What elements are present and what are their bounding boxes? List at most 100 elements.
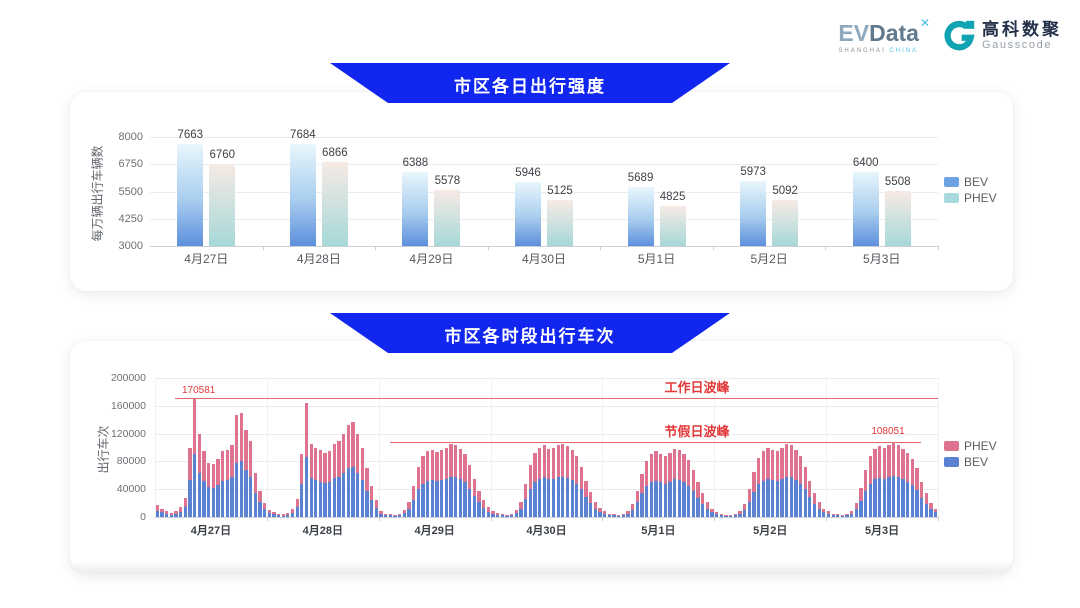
chart2-bar-bev-5月1日-h6[interactable] bbox=[631, 510, 635, 517]
chart2-bar-bev-5月2日-h10[interactable] bbox=[761, 480, 765, 517]
chart2-bar-phev-4月27日-h17[interactable] bbox=[234, 414, 239, 463]
chart2-bar-phev-5月3日-h6[interactable] bbox=[854, 503, 859, 510]
chart2-bar-bev-5月2日-h14[interactable] bbox=[780, 478, 784, 517]
chart2-bar-bev-4月27日-h15[interactable] bbox=[225, 480, 229, 517]
chart2-bar-bev-4月30日-h14[interactable] bbox=[556, 477, 560, 517]
chart2-bar-bev-5月1日-h5[interactable] bbox=[626, 513, 630, 517]
chart2-bar-phev-4月30日-h0[interactable] bbox=[491, 510, 495, 514]
chart2-bar-bev-4月29日-h16[interactable] bbox=[453, 477, 458, 517]
chart2-bar-bev-5月1日-h0[interactable] bbox=[603, 513, 607, 517]
chart2-bar-bev-5月1日-h20[interactable] bbox=[696, 497, 700, 517]
chart2-bar-phev-5月2日-h2[interactable] bbox=[724, 514, 728, 516]
chart2-bar-phev-5月1日-h14[interactable] bbox=[668, 453, 672, 482]
chart2-bar-phev-4月30日-h5[interactable] bbox=[514, 510, 518, 514]
chart2-bar-phev-4月27日-h2[interactable] bbox=[165, 510, 169, 514]
chart2-bar-bev-4月30日-h18[interactable] bbox=[575, 483, 579, 517]
chart2-bar-phev-4月29日-h20[interactable] bbox=[472, 478, 476, 497]
chart1-bar-phev-5月3日[interactable] bbox=[884, 191, 911, 246]
chart2-bar-bev-5月1日-h3[interactable] bbox=[617, 515, 621, 517]
chart2-bar-bev-5月2日-h0[interactable] bbox=[714, 514, 719, 517]
chart2-bar-phev-4月27日-h21[interactable] bbox=[253, 473, 257, 494]
chart2-bar-bev-4月29日-h11[interactable] bbox=[430, 480, 434, 517]
chart2-bar-phev-4月30日-h10[interactable] bbox=[537, 447, 542, 479]
chart2-bar-phev-4月28日-h22[interactable] bbox=[370, 485, 374, 501]
chart2-bar-phev-4月28日-h12[interactable] bbox=[323, 453, 327, 483]
chart2-bar-bev-4月28日-h10[interactable] bbox=[314, 480, 318, 517]
chart2-legend-marker-phev[interactable] bbox=[944, 441, 959, 451]
chart2-bar-phev-5月1日-h23[interactable] bbox=[710, 508, 714, 513]
chart2-bar-phev-5月2日-h11[interactable] bbox=[766, 447, 770, 479]
chart2-bar-phev-5月1日-h16[interactable] bbox=[677, 450, 681, 481]
chart2-bar-phev-5月1日-h13[interactable] bbox=[663, 455, 667, 484]
chart2-bar-bev-5月2日-h4[interactable] bbox=[733, 515, 737, 517]
chart2-bar-bev-5月3日-h19[interactable] bbox=[915, 489, 919, 517]
chart2-bar-phev-4月29日-h2[interactable] bbox=[388, 514, 393, 516]
chart2-bar-phev-5月3日-h21[interactable] bbox=[924, 493, 928, 504]
chart2-bar-bev-5月3日-h2[interactable] bbox=[836, 515, 840, 517]
chart2-bar-bev-5月3日-h0[interactable] bbox=[826, 513, 831, 517]
chart2-bar-bev-5月1日-h14[interactable] bbox=[668, 481, 672, 517]
chart2-legend-marker-bev[interactable] bbox=[944, 457, 959, 467]
chart2-bar-bev-4月28日-h1[interactable] bbox=[272, 514, 276, 517]
chart2-bar-phev-5月3日-h3[interactable] bbox=[840, 514, 845, 516]
chart2-bar-phev-5月2日-h14[interactable] bbox=[780, 447, 784, 479]
chart2-bar-phev-5月3日-h5[interactable] bbox=[850, 510, 854, 514]
chart2-bar-bev-5月2日-h9[interactable] bbox=[756, 484, 761, 517]
chart2-bar-phev-4月29日-h6[interactable] bbox=[407, 501, 411, 509]
chart2-bar-bev-5月3日-h10[interactable] bbox=[873, 479, 877, 517]
chart2-bar-bev-5月3日-h12[interactable] bbox=[882, 478, 887, 517]
chart2-bar-phev-4月30日-h3[interactable] bbox=[505, 514, 509, 516]
chart2-bar-phev-4月27日-h15[interactable] bbox=[225, 450, 229, 481]
chart2-bar-bev-4月29日-h0[interactable] bbox=[379, 513, 383, 517]
chart2-bar-phev-4月27日-h9[interactable] bbox=[197, 434, 201, 474]
chart2-bar-phev-4月30日-h4[interactable] bbox=[509, 513, 514, 516]
chart2-legend-label-bev[interactable]: BEV bbox=[964, 455, 989, 469]
chart2-bar-bev-4月28日-h23[interactable] bbox=[374, 507, 379, 517]
chart2-bar-phev-5月1日-h6[interactable] bbox=[631, 504, 635, 511]
chart2-bar-bev-5月2日-h23[interactable] bbox=[822, 512, 826, 517]
chart2-bar-phev-5月1日-h4[interactable] bbox=[621, 513, 626, 516]
chart2-bar-phev-4月29日-h7[interactable] bbox=[412, 485, 416, 500]
chart2-bar-phev-5月2日-h16[interactable] bbox=[789, 445, 793, 478]
chart2-bar-bev-4月29日-h10[interactable] bbox=[426, 480, 430, 517]
chart2-bar-phev-5月3日-h0[interactable] bbox=[826, 511, 831, 514]
chart2-bar-phev-4月27日-h7[interactable] bbox=[188, 447, 192, 481]
chart2-bar-bev-5月3日-h16[interactable] bbox=[901, 479, 905, 517]
chart2-bar-phev-5月1日-h19[interactable] bbox=[691, 470, 695, 492]
chart2-bar-phev-4月27日-h3[interactable] bbox=[169, 512, 173, 515]
chart2-bar-bev-4月30日-h1[interactable] bbox=[495, 514, 500, 517]
chart2-bar-bev-4月27日-h17[interactable] bbox=[234, 462, 239, 517]
chart2-bar-phev-5月3日-h10[interactable] bbox=[873, 448, 877, 480]
chart1-bar-phev-4月28日[interactable] bbox=[321, 161, 348, 246]
chart1-legend-label-bev[interactable]: BEV bbox=[964, 175, 989, 189]
chart2-bar-bev-5月2日-h20[interactable] bbox=[808, 496, 812, 517]
chart2-bar-bev-4月28日-h20[interactable] bbox=[360, 480, 365, 517]
chart2-bar-bev-4月30日-h21[interactable] bbox=[589, 503, 593, 517]
chart2-bar-phev-4月28日-h3[interactable] bbox=[281, 514, 285, 516]
chart2-bar-phev-4月29日-h13[interactable] bbox=[440, 450, 444, 481]
chart2-bar-bev-5月1日-h2[interactable] bbox=[612, 515, 616, 517]
chart2-bar-bev-5月1日-h17[interactable] bbox=[682, 482, 686, 517]
chart1-bar-phev-4月27日[interactable] bbox=[209, 164, 236, 246]
chart2-bar-bev-4月28日-h11[interactable] bbox=[318, 481, 323, 517]
chart1-bar-phev-5月2日[interactable] bbox=[772, 200, 799, 246]
chart2-bar-bev-4月30日-h8[interactable] bbox=[528, 488, 532, 517]
chart2-bar-bev-4月27日-h23[interactable] bbox=[262, 509, 267, 517]
chart2-bar-bev-4月30日-h4[interactable] bbox=[509, 515, 514, 517]
chart2-bar-bev-5月2日-h1[interactable] bbox=[719, 515, 723, 517]
chart2-bar-phev-4月27日-h10[interactable] bbox=[202, 450, 206, 481]
chart2-bar-phev-5月3日-h8[interactable] bbox=[864, 469, 868, 492]
chart2-bar-phev-5月1日-h12[interactable] bbox=[659, 454, 663, 483]
chart2-bar-bev-4月30日-h11[interactable] bbox=[542, 477, 546, 517]
chart2-bar-phev-4月28日-h15[interactable] bbox=[337, 440, 341, 477]
chart2-bar-bev-5月3日-h4[interactable] bbox=[845, 515, 849, 517]
chart2-bar-phev-4月28日-h6[interactable] bbox=[295, 498, 299, 508]
chart2-bar-bev-4月27日-h12[interactable] bbox=[211, 487, 215, 517]
chart2-bar-bev-5月1日-h18[interactable] bbox=[687, 485, 691, 517]
chart2-bar-bev-4月30日-h23[interactable] bbox=[598, 511, 602, 517]
chart2-bar-phev-5月2日-h17[interactable] bbox=[794, 449, 798, 481]
chart2-bar-bev-5月1日-h7[interactable] bbox=[635, 502, 640, 517]
chart2-bar-phev-5月2日-h7[interactable] bbox=[747, 489, 751, 502]
chart2-bar-bev-5月1日-h22[interactable] bbox=[705, 508, 709, 517]
chart2-bar-phev-4月29日-h21[interactable] bbox=[477, 490, 481, 503]
